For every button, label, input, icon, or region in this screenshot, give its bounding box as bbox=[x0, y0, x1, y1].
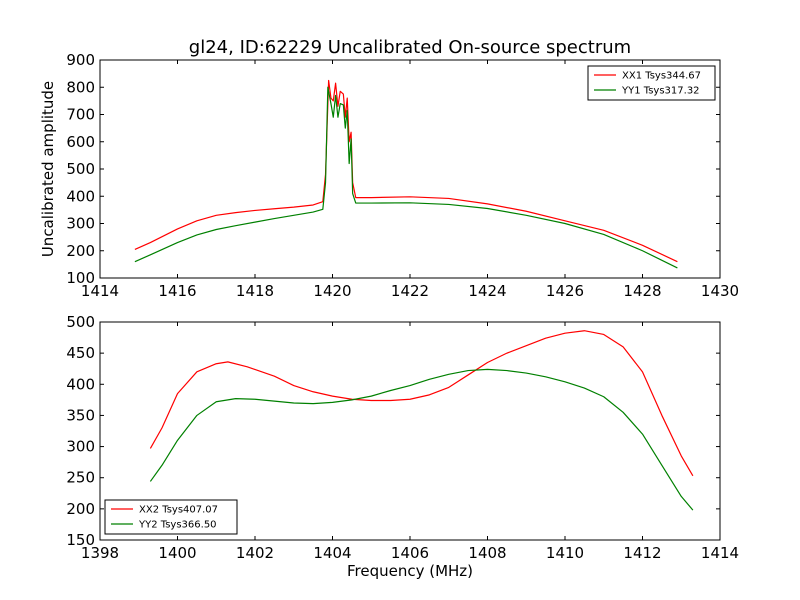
legend-entry: XX1 Tsys344.67 bbox=[622, 71, 701, 82]
y-tick-label: 450 bbox=[66, 344, 95, 362]
y-tick-label: 400 bbox=[66, 187, 95, 205]
y-tick-label: 500 bbox=[66, 160, 95, 178]
x-tick-label: 1402 bbox=[236, 544, 274, 562]
x-tick-label: 1398 bbox=[81, 544, 119, 562]
top-panel-xx1-yy1: 1414 1416 1418 1420 1422 1424 1426 1428 1430 100 2… bbox=[39, 51, 739, 300]
y-tick-label: 300 bbox=[66, 438, 95, 456]
y-tick-label: 800 bbox=[66, 78, 95, 96]
figure-title: gl24, ID:62229 Uncalibrated On-source sp… bbox=[189, 37, 631, 58]
series-line-yy1 bbox=[134, 86, 678, 269]
y-tick-label: 350 bbox=[66, 406, 95, 424]
legend-box bbox=[587, 65, 716, 101]
x-tick-label: 1410 bbox=[546, 544, 584, 562]
legend-entry: YY1 Tsys317.32 bbox=[621, 86, 700, 97]
x-axis-label: Frequency (MHz) bbox=[347, 562, 473, 580]
x-tick-label: 1412 bbox=[623, 544, 661, 562]
x-tick-label: 1414 bbox=[701, 544, 739, 562]
y-tick-label: 200 bbox=[66, 242, 95, 260]
y-tick-label: 200 bbox=[66, 500, 95, 518]
y-tick-label: 500 bbox=[66, 313, 95, 331]
x-tick-label: 1430 bbox=[701, 282, 739, 300]
series-line-xx2 bbox=[149, 330, 694, 477]
y-tick-label: 100 bbox=[66, 269, 95, 287]
series-line-yy2 bbox=[149, 368, 694, 511]
series-line-xx1 bbox=[134, 79, 678, 263]
legend-box bbox=[104, 499, 238, 535]
x-tick-label: 1422 bbox=[391, 282, 429, 300]
y-tick-label: 150 bbox=[66, 531, 95, 549]
x-tick-label: 1416 bbox=[158, 282, 196, 300]
legend: XX2 Tsys407.07 YY2 Tsys366.50 bbox=[104, 499, 238, 535]
x-tick-label: 1400 bbox=[158, 544, 196, 562]
x-tick-label: 1414 bbox=[81, 282, 119, 300]
y-axis-label: Uncalibrated amplitude bbox=[39, 81, 57, 257]
x-tick-label: 1420 bbox=[313, 282, 351, 300]
x-tick-label: 1424 bbox=[468, 282, 506, 300]
legend: XX1 Tsys344.67 YY1 Tsys317.32 bbox=[587, 65, 716, 101]
x-tick-label: 1404 bbox=[313, 544, 351, 562]
y-tick-label: 400 bbox=[66, 375, 95, 393]
y-tick-label: 600 bbox=[66, 133, 95, 151]
legend-entry: XX2 Tsys407.07 bbox=[139, 505, 218, 516]
y-tick-label: 250 bbox=[66, 469, 95, 487]
bottom-panel-xx2-yy2: 1398 1400 1402 1404 1406 1408 1410 1412 1414 150 2… bbox=[66, 313, 739, 580]
y-tick-label: 300 bbox=[66, 215, 95, 233]
y-tick-label: 700 bbox=[66, 106, 95, 124]
x-tick-label: 1418 bbox=[236, 282, 274, 300]
y-tick-label: 900 bbox=[66, 51, 95, 69]
x-tick-label: 1406 bbox=[391, 544, 429, 562]
legend-entry: YY2 Tsys366.50 bbox=[138, 520, 217, 531]
x-tick-label: 1408 bbox=[468, 544, 506, 562]
x-tick-label: 1428 bbox=[623, 282, 661, 300]
x-tick-label: 1426 bbox=[546, 282, 584, 300]
